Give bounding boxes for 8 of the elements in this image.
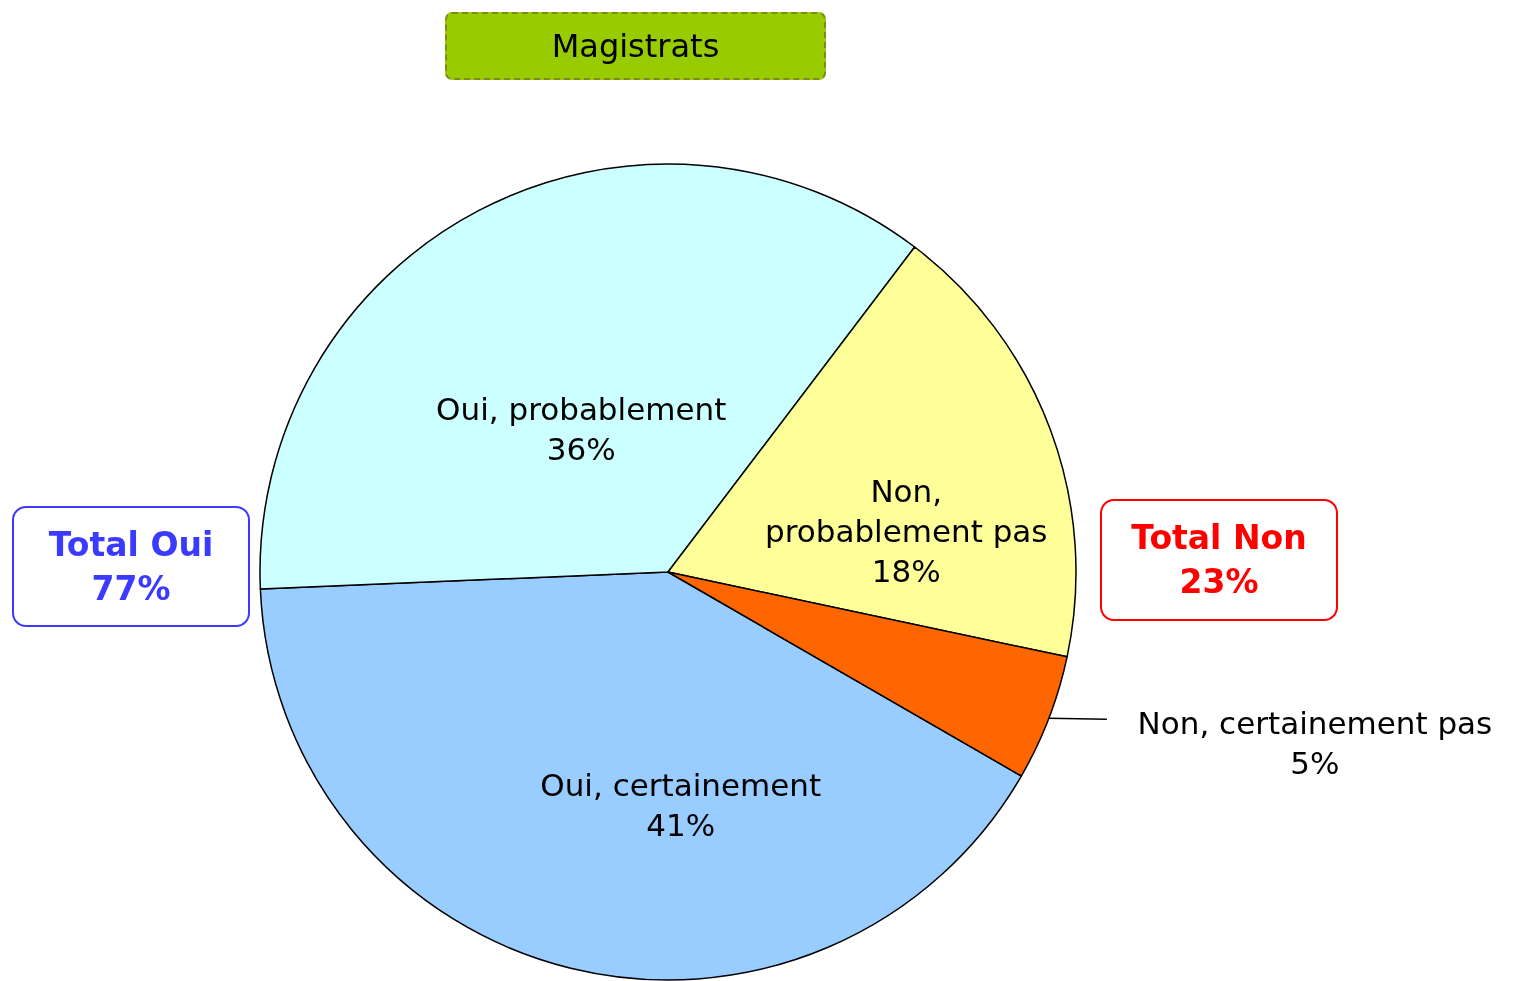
slice-label: Non, certainement pas [1137, 705, 1493, 742]
data-label: 36% [546, 430, 616, 467]
slice-label: Non, probablement pas [765, 472, 1048, 549]
data-label: 5% [1290, 745, 1340, 782]
slice-label: Oui, certainement [540, 766, 822, 803]
data-label: 41% [646, 806, 716, 843]
slice-label: Oui, probablement [436, 390, 727, 427]
data-label: 18% [871, 552, 941, 589]
